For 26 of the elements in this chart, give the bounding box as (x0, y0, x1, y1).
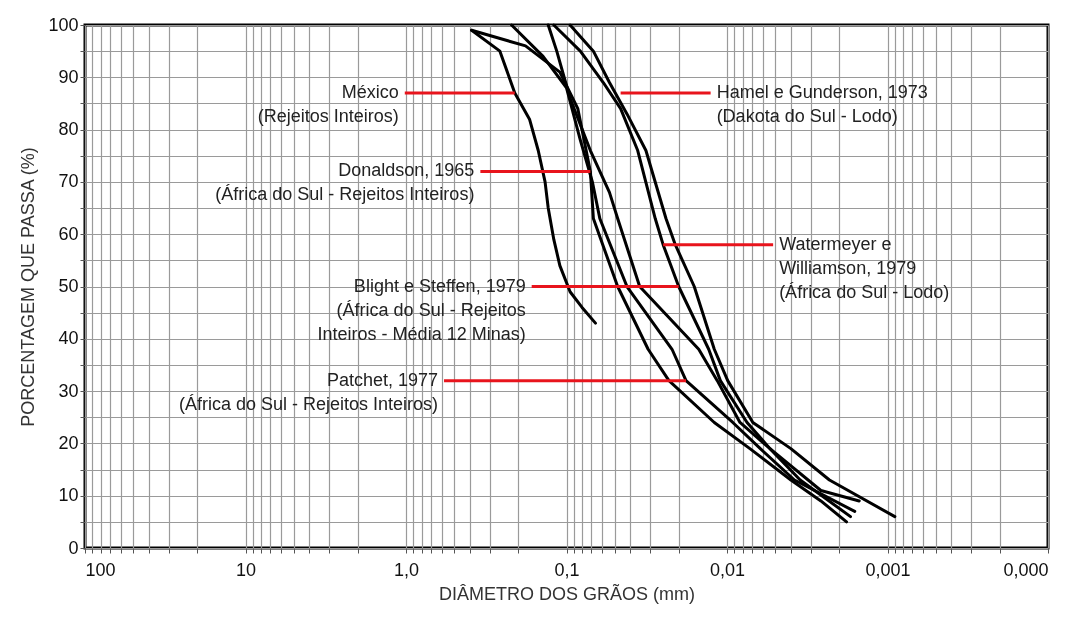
x-axis-title: DIÂMETRO DOS GRÃOS (mm) (439, 582, 695, 604)
annotation: Hamel e Gunderson, 1973 (Dakota do Sul - Lodo) (716, 81, 928, 126)
y-axis-title: PORCENTAGEM QUE PASSA (%) (18, 147, 39, 427)
y-tick-label: 10 (58, 485, 79, 506)
y-tick-label: 60 (58, 223, 79, 244)
x-tick-label: 0,001 (865, 559, 911, 580)
x-tick-label: 1,0 (393, 559, 420, 580)
x-tick-label: 100 (85, 559, 116, 580)
y-tick-label: 40 (58, 328, 79, 349)
y-tick-label: 30 (58, 380, 79, 401)
y-tick-label: 100 (48, 14, 79, 35)
y-tick-label: 80 (58, 119, 79, 140)
y-tick-label: 50 (58, 276, 79, 296)
annotation: Donaldson, 1965 (África do Sul - Rejeitos Inteiros) (215, 160, 475, 205)
y-tick-label: 70 (58, 171, 79, 192)
annotation: Patchet, 1977 (África do Sul - Rejeitos Inteiros) (178, 369, 439, 414)
x-tick-label: 10 (235, 559, 257, 580)
x-tick-label: 0,000 (1003, 559, 1049, 580)
x-tick-label: 0,01 (709, 559, 746, 580)
y-tick-label: 0 (68, 537, 79, 558)
y-tick-label: 90 (58, 66, 79, 87)
annotation: Blight e Steffen, 1979 (África do Sul - Rejeitos Inteiros - Média 12 Minas) (317, 275, 526, 344)
annotation: Watermeyer e Williamson, 1979 (África do Sul - Lodo) (779, 233, 950, 302)
x-tick-label: 0,1 (554, 559, 580, 580)
annotation: México (Rejeitos Inteiros) (257, 81, 399, 126)
y-tick-label: 20 (58, 432, 79, 453)
